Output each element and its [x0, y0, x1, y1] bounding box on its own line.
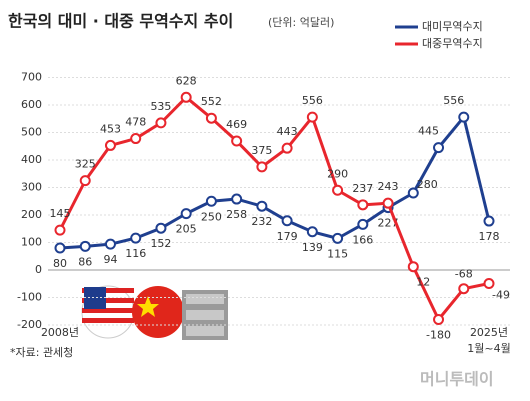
y-tick-label: 700 — [21, 71, 42, 84]
illustration — [81, 285, 228, 340]
point — [205, 195, 217, 207]
point — [458, 111, 470, 123]
data-label: 94 — [103, 253, 117, 266]
data-label: -180 — [426, 329, 451, 342]
x-tick-label: 2008년 — [41, 326, 79, 339]
data-label: -49 — [492, 288, 510, 301]
point — [306, 111, 318, 123]
point — [54, 242, 66, 254]
data-label: 535 — [150, 100, 171, 113]
data-label: 556 — [302, 94, 323, 107]
data-label: 115 — [327, 247, 348, 260]
y-tick-label: 0 — [35, 263, 42, 276]
point — [256, 161, 268, 173]
data-label: -68 — [455, 268, 473, 281]
point — [180, 208, 192, 220]
y-tick-label: -200 — [17, 318, 42, 331]
data-label: 478 — [125, 116, 146, 129]
point — [382, 197, 394, 209]
data-label: 556 — [443, 94, 464, 107]
data-label: 232 — [251, 215, 272, 228]
data-label: 179 — [277, 230, 298, 243]
chart-title: 한국의 대미 · 대중 무역수지 추이 — [8, 12, 233, 31]
x-period-note: 1월~4월 — [467, 342, 510, 355]
data-label: 258 — [226, 208, 247, 221]
point — [483, 215, 495, 227]
data-label: 325 — [75, 158, 96, 171]
point — [130, 232, 142, 244]
point — [180, 91, 192, 103]
data-label: 86 — [78, 255, 92, 268]
y-tick-label: 600 — [21, 98, 42, 111]
legend-label: 대미무역수지 — [422, 20, 483, 33]
point — [306, 226, 318, 238]
point — [357, 218, 369, 230]
point — [79, 240, 91, 252]
data-label: 12 — [416, 276, 430, 289]
point — [483, 277, 495, 289]
chart-subtitle: (단위: 억달러) — [268, 16, 334, 29]
data-label: 469 — [226, 118, 247, 131]
y-tick-label: 500 — [21, 126, 42, 139]
point — [433, 142, 445, 154]
point — [205, 112, 217, 124]
point — [155, 117, 167, 129]
point — [407, 261, 419, 273]
point — [54, 224, 66, 236]
data-label: 205 — [176, 223, 197, 236]
point — [407, 187, 419, 199]
point — [281, 142, 293, 154]
data-label: 443 — [277, 125, 298, 138]
point — [433, 314, 445, 325]
data-label: 178 — [479, 230, 500, 243]
data-label: 237 — [352, 182, 373, 195]
y-tick-label: 400 — [21, 153, 42, 166]
point — [332, 184, 344, 196]
data-label: 375 — [251, 144, 272, 157]
data-label: 166 — [352, 233, 373, 246]
data-label: 243 — [378, 180, 399, 193]
watermark: 머니투데이 — [420, 370, 494, 389]
x-tick-label: 2025년 — [470, 326, 508, 339]
point — [357, 199, 369, 211]
point — [79, 175, 91, 187]
point — [332, 232, 344, 244]
data-label: 453 — [100, 122, 121, 135]
data-label: 280 — [417, 178, 438, 191]
y-tick-label: 100 — [21, 236, 42, 249]
data-label: 139 — [302, 241, 323, 254]
data-label: 290 — [327, 167, 348, 180]
point — [155, 222, 167, 234]
point — [104, 238, 116, 250]
point — [256, 200, 268, 212]
data-label: 152 — [150, 237, 171, 250]
point — [104, 139, 116, 151]
data-label: 116 — [125, 247, 146, 260]
y-tick-label: 200 — [21, 208, 42, 221]
point — [231, 193, 243, 205]
y-tick-label: -100 — [17, 291, 42, 304]
data-label: 145 — [50, 207, 71, 220]
point — [281, 215, 293, 227]
data-label: 80 — [53, 257, 67, 270]
point — [458, 283, 470, 295]
data-label: 445 — [418, 125, 439, 138]
data-label: 552 — [201, 95, 222, 108]
legend-label: 대중무역수지 — [422, 37, 483, 50]
point — [130, 133, 142, 145]
data-label: 250 — [201, 210, 222, 223]
source: *자료: 관세청 — [10, 346, 73, 359]
point — [231, 135, 243, 147]
y-tick-label: 300 — [21, 181, 42, 194]
data-label: 628 — [176, 74, 197, 87]
